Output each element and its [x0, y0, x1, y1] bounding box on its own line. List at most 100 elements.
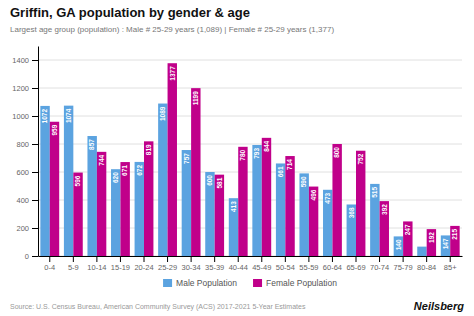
bar	[144, 141, 153, 256]
y-axis: 0200400600800100012001400	[12, 47, 38, 261]
legend-label: Male Population	[176, 278, 237, 288]
x-tick-mark	[403, 256, 404, 262]
data-label: 215	[451, 229, 458, 240]
y-tick-mark	[32, 200, 38, 201]
y-tick-label: 800	[16, 140, 29, 149]
data-label: 844	[263, 140, 270, 151]
x-tick-mark	[285, 256, 286, 262]
bar	[299, 173, 308, 256]
bar	[356, 151, 365, 256]
x-tick-mark	[73, 256, 74, 262]
x-tick: 55-59	[299, 256, 318, 272]
data-label: 1074	[65, 108, 72, 123]
x-tick-label: 85+	[444, 263, 457, 272]
bar	[332, 144, 341, 256]
y-tick: 1200	[12, 84, 38, 93]
data-label: 744	[98, 154, 105, 165]
data-label: 819	[145, 144, 152, 155]
bar	[215, 175, 224, 256]
x-tick: 10-14	[87, 256, 106, 272]
grid-line	[38, 88, 462, 89]
legend-item: Male Population	[163, 278, 237, 288]
x-tick: 15-19	[111, 256, 130, 272]
bar	[64, 106, 73, 256]
bar	[394, 236, 403, 256]
bar	[97, 152, 106, 256]
x-tick-label: 70-74	[370, 263, 389, 272]
data-label: 857	[88, 139, 95, 150]
bar	[40, 106, 49, 256]
y-tick-label: 0	[25, 252, 29, 261]
bar	[252, 145, 261, 256]
bar	[441, 235, 450, 256]
legend-label: Female Population	[266, 278, 337, 288]
bar	[135, 162, 144, 256]
data-label: 496	[310, 189, 317, 200]
x-tick: 25-29	[158, 256, 177, 272]
x-tick-label: 65-69	[346, 263, 365, 272]
x-tick-label: 25-29	[158, 263, 177, 272]
bar	[309, 187, 318, 256]
bars	[40, 63, 459, 256]
y-tick-label: 1000	[12, 112, 29, 121]
bar	[417, 247, 426, 256]
x-tick-mark	[379, 256, 380, 262]
y-tick: 800	[16, 140, 38, 149]
x-tick-label: 15-19	[111, 263, 130, 272]
bar	[238, 147, 247, 256]
x-tick-mark	[238, 256, 239, 262]
x-tick-mark	[167, 256, 168, 262]
data-label: 793	[253, 148, 260, 159]
y-tick-label: 400	[16, 196, 29, 205]
data-label: 1377	[169, 66, 176, 81]
bar	[347, 204, 356, 256]
x-tick: 65-69	[346, 256, 365, 272]
data-label: 672	[136, 165, 143, 176]
bar	[205, 172, 214, 256]
x-tick-label: 20-24	[134, 263, 153, 272]
bar	[120, 162, 129, 256]
data-label: 515	[371, 187, 378, 198]
y-tick: 0	[25, 252, 38, 261]
bar	[285, 156, 294, 256]
bar	[370, 184, 379, 256]
x-tick-label: 80-84	[417, 263, 436, 272]
y-tick-label: 1200	[12, 84, 29, 93]
branding: Neilsberg	[414, 300, 464, 312]
x-tick-mark	[191, 256, 192, 262]
data-label: 671	[121, 165, 128, 176]
x-tick-label: 40-44	[229, 263, 248, 272]
x-tick: 20-24	[134, 256, 153, 272]
grid-line	[38, 144, 462, 145]
data-label: 581	[216, 177, 223, 188]
data-label: 1199	[192, 91, 199, 105]
y-tick-mark	[32, 256, 38, 257]
x-tick-mark	[450, 256, 451, 262]
grid-line	[38, 60, 462, 61]
bar	[73, 173, 82, 256]
y-tick-mark	[32, 144, 38, 145]
y-tick-mark	[32, 88, 38, 89]
x-tick-mark	[261, 256, 262, 262]
x-tick: 5-9	[68, 256, 79, 272]
x-tick: 40-44	[229, 256, 248, 272]
x-tick: 50-54	[276, 256, 295, 272]
plot: 1072107485762067210897576004137936615904…	[12, 47, 462, 273]
legend-swatch	[163, 279, 172, 287]
data-label: 140	[395, 239, 402, 250]
subtitle: Largest age group (population) : Male # …	[10, 25, 334, 34]
x-tick-label: 75-79	[394, 263, 413, 272]
data-label: 590	[300, 176, 307, 187]
data-label: 192	[428, 232, 435, 243]
x-tick-label: 55-59	[299, 263, 318, 272]
grid-line	[38, 116, 462, 117]
bar	[450, 226, 459, 256]
x-tick-label: 10-14	[87, 263, 106, 272]
x-tick-label: 35-39	[205, 263, 224, 272]
x-tick-label: 0-4	[44, 263, 55, 272]
data-label: 714	[286, 159, 293, 170]
legend: Male Population Female Population	[163, 278, 337, 288]
bar	[87, 136, 96, 256]
x-tick-label: 60-64	[323, 263, 342, 272]
grid	[38, 60, 462, 256]
